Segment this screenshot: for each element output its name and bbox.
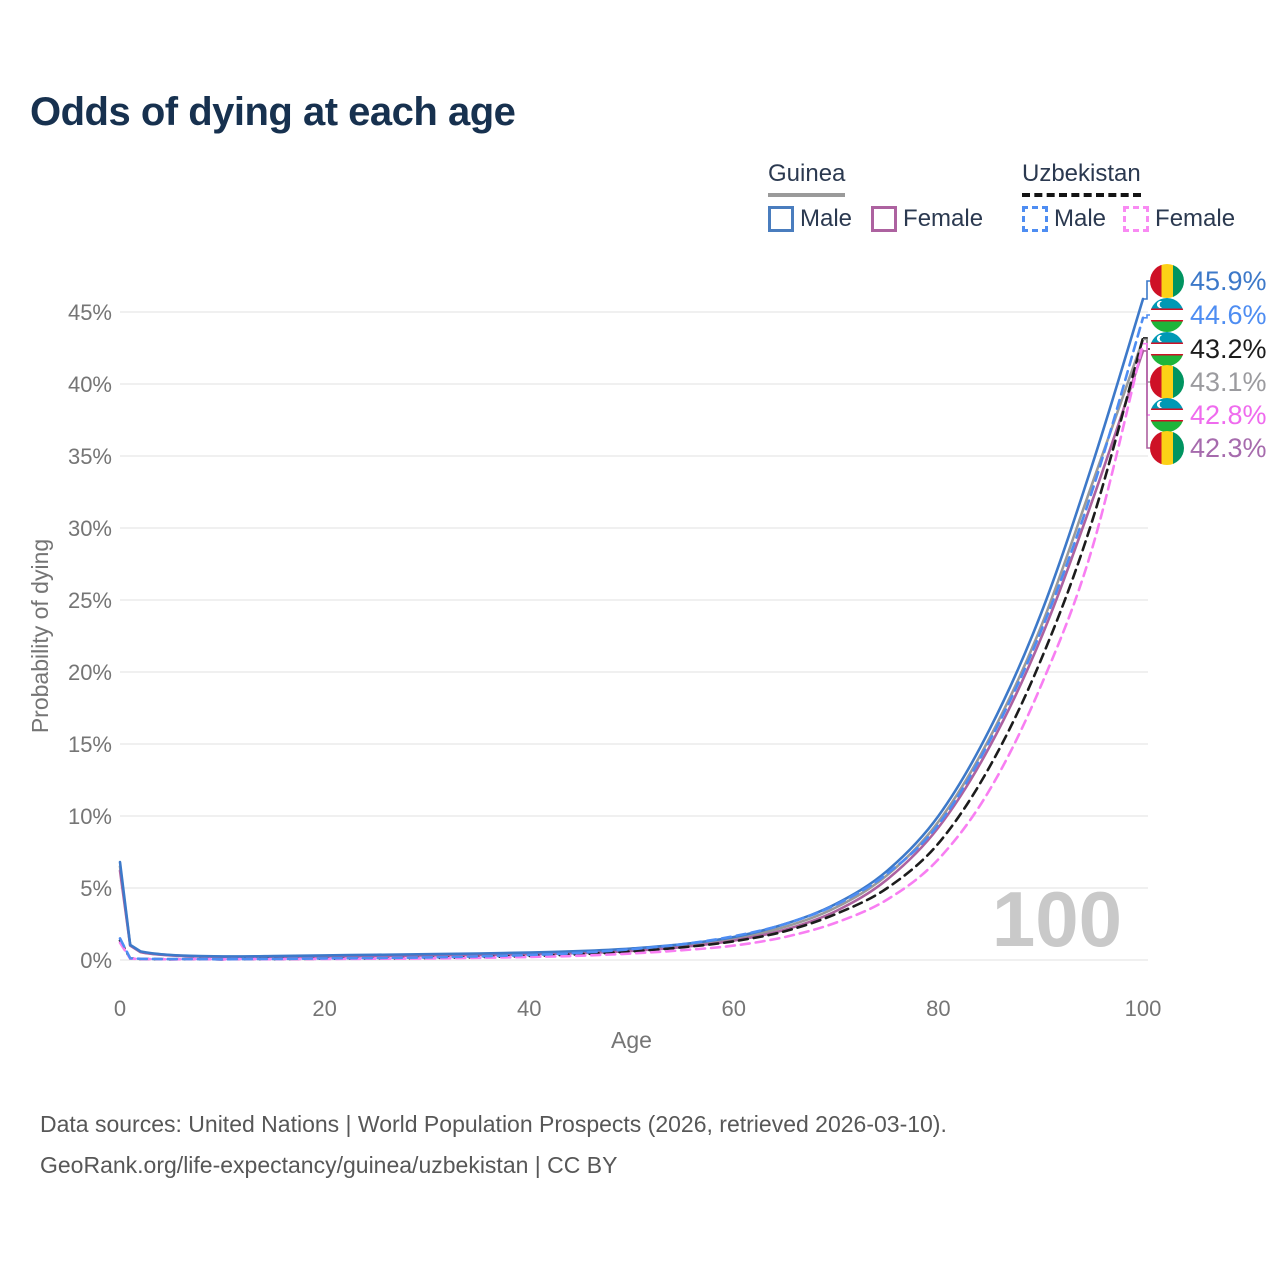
y-tick-label: 30%: [68, 516, 112, 541]
end-label-uzbekistan-male: 44.6%: [1150, 298, 1267, 332]
footer-attribution: GeoRank.org/life-expectancy/guinea/uzbek…: [40, 1152, 618, 1178]
guinea-flag-icon: [1150, 264, 1184, 298]
legend-item-guinea-male[interactable]: Male: [768, 205, 852, 233]
x-tick-label: 20: [312, 996, 336, 1021]
x-tick-label: 40: [517, 996, 541, 1021]
guinea-flag-icon: [1150, 431, 1184, 465]
legend-group-uzbekistan[interactable]: Uzbekistan: [1022, 160, 1141, 197]
y-axis-title: Probability of dying: [27, 539, 53, 733]
end-label-connector: [1143, 314, 1150, 319]
legend-item-guinea-female[interactable]: Female: [871, 205, 983, 233]
series-line-uzbekistan-both[interactable]: [118, 336, 1145, 961]
uzbekistan-female-swatch-icon: [1123, 206, 1150, 232]
y-tick-label: 40%: [68, 372, 112, 397]
guinea-male-swatch-icon: [768, 206, 794, 232]
x-axis-title: Age: [611, 1027, 652, 1053]
end-label-value: 45.9%: [1190, 265, 1267, 296]
uzbekistan-flag-icon: [1150, 298, 1184, 332]
x-tick-label: 60: [722, 996, 746, 1021]
x-tick-label: 0: [114, 996, 126, 1021]
uzbekistan-flag-icon: [1150, 398, 1184, 432]
guinea-female-swatch-icon: [871, 206, 898, 232]
end-label-value: 42.3%: [1190, 432, 1267, 463]
end-label-guinea-both: 43.1%: [1150, 365, 1267, 399]
end-label-connector: [1143, 350, 1150, 449]
footer-sources: Data sources: United Nations | World Pop…: [40, 1111, 947, 1137]
y-tick-label: 25%: [68, 588, 112, 613]
series-line-uzbekistan-female[interactable]: [118, 342, 1145, 961]
series-line-guinea-male[interactable]: [118, 297, 1145, 958]
y-tick-label: 0%: [80, 948, 112, 973]
uzbekistan-male-swatch-icon: [1022, 206, 1048, 232]
x-tick-label: 80: [926, 996, 950, 1021]
legend-item-label: Male: [800, 205, 853, 232]
end-label-value: 43.1%: [1190, 366, 1267, 397]
end-label-guinea-female: 42.3%: [1150, 431, 1267, 465]
chart-plot-area[interactable]: 0% 5% 10% 15% 20% 25% 30% 35% 40% 45% 0 20 40 60 80 100…: [0, 0, 1280, 1080]
chart-title: Odds of dying at each age: [30, 90, 516, 134]
watermark-age-100: 100: [992, 875, 1122, 963]
y-tick-label: 15%: [68, 732, 112, 757]
series-line-uzbekistan-male[interactable]: [118, 316, 1145, 961]
legend-group-guinea[interactable]: Guinea: [768, 160, 846, 197]
legend-item-label: Female: [1155, 205, 1236, 232]
legend-item-uzbekistan-female[interactable]: Female: [1123, 205, 1235, 233]
end-label-guinea-male: 45.9%: [1150, 264, 1267, 298]
x-tick-label: 100: [1125, 996, 1162, 1021]
uzbekistan-flag-icon: [1150, 332, 1184, 366]
end-label-uzbekistan-both: 43.2%: [1150, 332, 1267, 366]
legend-item-label: Male: [1054, 205, 1107, 232]
end-label-value: 44.6%: [1190, 299, 1267, 330]
end-label-value: 42.8%: [1190, 399, 1267, 430]
footer: Data sources: United Nations | World Pop…: [40, 1104, 947, 1186]
y-tick-label: 20%: [68, 660, 112, 685]
y-tick-label: 45%: [68, 300, 112, 325]
y-tick-label: 5%: [80, 876, 112, 901]
y-tick-label: 10%: [68, 804, 112, 829]
end-label-connector: [1143, 280, 1150, 300]
series-line-guinea-both[interactable]: [118, 338, 1145, 959]
end-label-value: 43.2%: [1190, 333, 1267, 364]
y-tick-label: 35%: [68, 444, 112, 469]
end-label-uzbekistan-female: 42.8%: [1150, 398, 1267, 432]
guinea-flag-icon: [1150, 365, 1184, 399]
legend-item-label: Female: [903, 205, 984, 232]
series-line-guinea-female[interactable]: [118, 349, 1145, 959]
legend-item-uzbekistan-male[interactable]: Male: [1022, 205, 1106, 233]
